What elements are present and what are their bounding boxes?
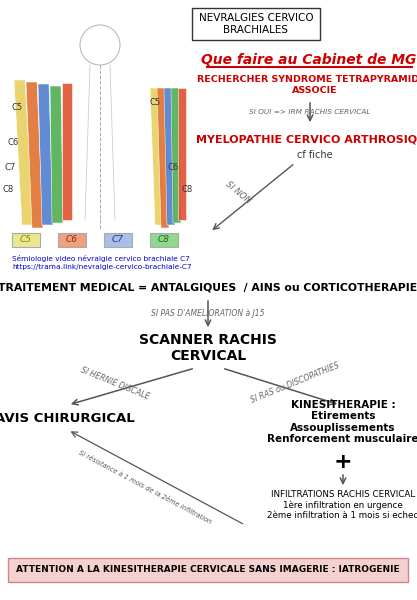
Text: C8: C8 xyxy=(158,235,170,245)
Text: SCANNER RACHIS
CERVICAL: SCANNER RACHIS CERVICAL xyxy=(139,333,277,363)
Polygon shape xyxy=(178,88,186,220)
Text: SI HERNIE DISCALE: SI HERNIE DISCALE xyxy=(79,365,151,401)
Text: C8: C8 xyxy=(182,185,193,194)
Text: https://trama.link/nevralgie-cervico-brachiale-C7: https://trama.link/nevralgie-cervico-bra… xyxy=(12,264,192,270)
FancyBboxPatch shape xyxy=(8,558,408,582)
Polygon shape xyxy=(62,83,72,220)
FancyBboxPatch shape xyxy=(104,233,132,247)
Polygon shape xyxy=(14,80,33,225)
Text: KINESITHERAPIE :
Etirements
Assouplissements
Renforcement musculaire: KINESITHERAPIE : Etirements Assouplissem… xyxy=(267,400,417,445)
Text: C7: C7 xyxy=(112,235,124,245)
Text: C5: C5 xyxy=(20,235,32,245)
Text: MYELOPATHIE CERVICO ARTHROSIQUE: MYELOPATHIE CERVICO ARTHROSIQUE xyxy=(196,135,417,145)
Text: C6: C6 xyxy=(168,163,179,172)
Text: C5: C5 xyxy=(150,98,161,107)
FancyBboxPatch shape xyxy=(192,8,320,40)
Text: SI NON: SI NON xyxy=(224,180,252,206)
Text: Que faire au Cabinet de MG ?: Que faire au Cabinet de MG ? xyxy=(201,53,417,67)
Text: C7: C7 xyxy=(5,163,16,172)
Polygon shape xyxy=(164,88,175,225)
Text: TRAITEMENT MEDICAL = ANTALGIQUES  / AINS ou CORTICOTHERAPIE: TRAITEMENT MEDICAL = ANTALGIQUES / AINS … xyxy=(0,282,417,292)
Text: cf fiche: cf fiche xyxy=(297,150,333,160)
Polygon shape xyxy=(38,84,53,225)
FancyBboxPatch shape xyxy=(12,233,40,247)
Polygon shape xyxy=(157,88,169,228)
Text: SI OUI => IRM RACHIS CERVICAL: SI OUI => IRM RACHIS CERVICAL xyxy=(249,109,371,115)
Text: AVIS CHIRURGICAL: AVIS CHIRURGICAL xyxy=(0,412,135,425)
Text: RECHERCHER SYNDROME TETRAPYRAMIDAL
ASSOCIE: RECHERCHER SYNDROME TETRAPYRAMIDAL ASSOC… xyxy=(197,75,417,95)
Text: INFILTRATIONS RACHIS CERVICAL
1ère infiltration en urgence
2ème infiltration à 1: INFILTRATIONS RACHIS CERVICAL 1ère infil… xyxy=(267,490,417,520)
Text: Si résistance à 1 mois de la 2ème infiltration: Si résistance à 1 mois de la 2ème infilt… xyxy=(78,449,212,524)
Polygon shape xyxy=(50,86,63,223)
Polygon shape xyxy=(150,88,163,225)
Text: +: + xyxy=(334,452,352,472)
Text: NEVRALGIES CERVICO
BRACHIALES: NEVRALGIES CERVICO BRACHIALES xyxy=(198,13,313,35)
Text: C6: C6 xyxy=(66,235,78,245)
Text: ATTENTION A LA KINESITHERAPIE CERVICALE SANS IMAGERIE : IATROGENIE: ATTENTION A LA KINESITHERAPIE CERVICALE … xyxy=(16,565,400,575)
Text: SI RAS ou DISCOPATHIES: SI RAS ou DISCOPATHIES xyxy=(249,361,341,405)
Text: SI PAS D'AMELIORATION à J15: SI PAS D'AMELIORATION à J15 xyxy=(151,310,265,319)
FancyBboxPatch shape xyxy=(58,233,86,247)
Text: C5: C5 xyxy=(12,103,23,112)
FancyBboxPatch shape xyxy=(150,233,178,247)
Polygon shape xyxy=(171,88,181,223)
Text: Sémiologie video névralgie cervico brachiale C7: Sémiologie video névralgie cervico brach… xyxy=(12,255,190,262)
Text: C8: C8 xyxy=(3,185,14,194)
Polygon shape xyxy=(26,82,43,228)
Text: C6: C6 xyxy=(8,138,19,147)
